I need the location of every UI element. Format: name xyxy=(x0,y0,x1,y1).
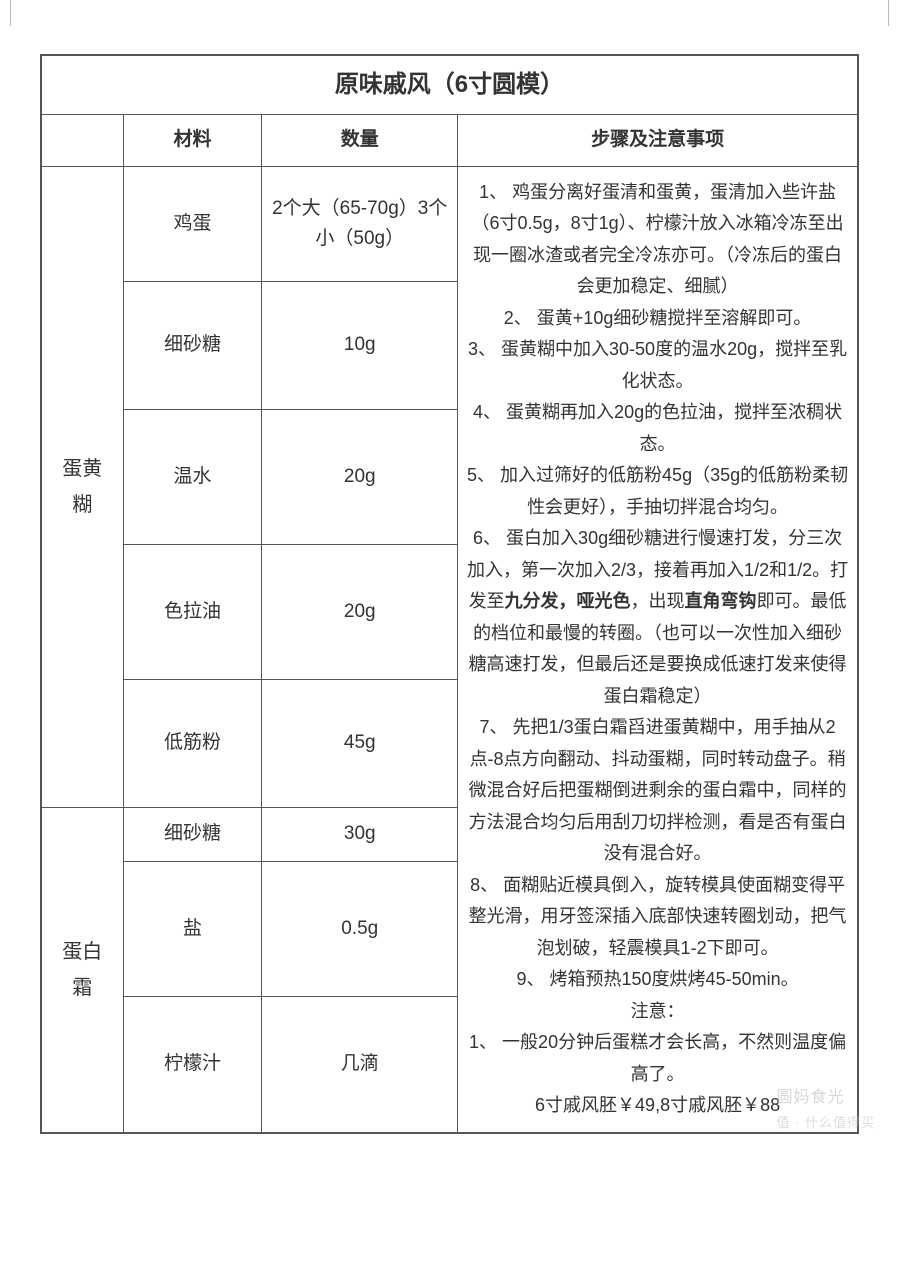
recipe-table: 原味戚风（6寸圆模） 材料 数量 步骤及注意事项 蛋黄 糊 鸡蛋 2个大（65-… xyxy=(41,55,858,1133)
step-line: 9、 烤箱预热150度烘烤45-50min。 xyxy=(466,964,849,996)
amount-cell: 20g xyxy=(262,544,458,679)
step-line: 7、 先把1/3蛋白霜舀进蛋黄糊中，用手抽从2点-8点方向翻动、抖动蛋糊，同时转… xyxy=(466,712,849,870)
ingredient-cell: 温水 xyxy=(123,409,262,544)
step-line: 2、 蛋黄+10g细砂糖搅拌至溶解即可。 xyxy=(466,303,849,335)
step-line: 1、 鸡蛋分离好蛋清和蛋黄，蛋清加入些许盐（6寸0.5g，8寸1g）、柠檬汁放入… xyxy=(466,177,849,303)
header-amount: 数量 xyxy=(262,115,458,166)
amount-cell: 20g xyxy=(262,409,458,544)
step-line: 6寸戚风胚￥49,8寸戚风胚￥88 xyxy=(466,1090,849,1122)
ingredient-cell: 色拉油 xyxy=(123,544,262,679)
group-label-line: 霜 xyxy=(50,970,115,1006)
header-row: 材料 数量 步骤及注意事项 xyxy=(42,115,858,166)
ingredient-cell: 细砂糖 xyxy=(123,282,262,409)
top-margin-guide xyxy=(10,0,889,26)
group-label-yolk-batter: 蛋黄 糊 xyxy=(42,166,124,807)
step-line: 6、 蛋白加入30g细砂糖进行慢速打发，分三次加入，第一次加入2/3，接着再加入… xyxy=(466,523,849,712)
step-line: 注意： xyxy=(466,996,849,1028)
table-title: 原味戚风（6寸圆模） xyxy=(42,56,858,115)
amount-cell: 0.5g xyxy=(262,862,458,997)
header-group xyxy=(42,115,124,166)
header-material: 材料 xyxy=(123,115,262,166)
amount-cell: 30g xyxy=(262,807,458,861)
ingredient-cell: 低筋粉 xyxy=(123,680,262,807)
step-fragment: 九分发，哑光色 xyxy=(505,591,631,611)
header-steps: 步骤及注意事项 xyxy=(458,115,858,166)
step-line: 8、 面糊贴近模具倒入，旋转模具使面糊变得平整光滑，用牙签深插入底部快速转圈划动… xyxy=(466,870,849,965)
step-fragment: 直角弯钩 xyxy=(685,591,757,611)
page-container: 原味戚风（6寸圆模） 材料 数量 步骤及注意事项 蛋黄 糊 鸡蛋 2个大（65-… xyxy=(0,26,899,1146)
table-frame: 原味戚风（6寸圆模） 材料 数量 步骤及注意事项 蛋黄 糊 鸡蛋 2个大（65-… xyxy=(40,54,859,1134)
ingredient-cell: 盐 xyxy=(123,862,262,997)
steps-cell: 1、 鸡蛋分离好蛋清和蛋黄，蛋清加入些许盐（6寸0.5g，8寸1g）、柠檬汁放入… xyxy=(458,166,858,1132)
step-line: 3、 蛋黄糊中加入30-50度的温水20g，搅拌至乳化状态。 xyxy=(466,334,849,397)
amount-cell: 10g xyxy=(262,282,458,409)
step-fragment: ，出现 xyxy=(631,591,685,611)
step-line: 4、 蛋黄糊再加入20g的色拉油，搅拌至浓稠状态。 xyxy=(466,397,849,460)
group-label-meringue: 蛋白 霜 xyxy=(42,807,124,1132)
group-label-line: 糊 xyxy=(50,487,115,523)
group-label-line: 蛋白 xyxy=(50,934,115,970)
ingredient-cell: 鸡蛋 xyxy=(123,166,262,281)
ingredient-cell: 柠檬汁 xyxy=(123,997,262,1132)
step-line: 1、 一般20分钟后蛋糕才会长高，不然则温度偏高了。 xyxy=(466,1027,849,1090)
step-line: 5、 加入过筛好的低筋粉45g（35g的低筋粉柔韧性会更好），手抽切拌混合均匀。 xyxy=(466,460,849,523)
amount-cell: 45g xyxy=(262,680,458,807)
group-label-line: 蛋黄 xyxy=(50,451,115,487)
ingredient-cell: 细砂糖 xyxy=(123,807,262,861)
amount-cell: 几滴 xyxy=(262,997,458,1132)
title-row: 原味戚风（6寸圆模） xyxy=(42,56,858,115)
table-row: 蛋黄 糊 鸡蛋 2个大（65-70g）3个小（50g） 1、 鸡蛋分离好蛋清和蛋… xyxy=(42,166,858,281)
amount-cell: 2个大（65-70g）3个小（50g） xyxy=(262,166,458,281)
